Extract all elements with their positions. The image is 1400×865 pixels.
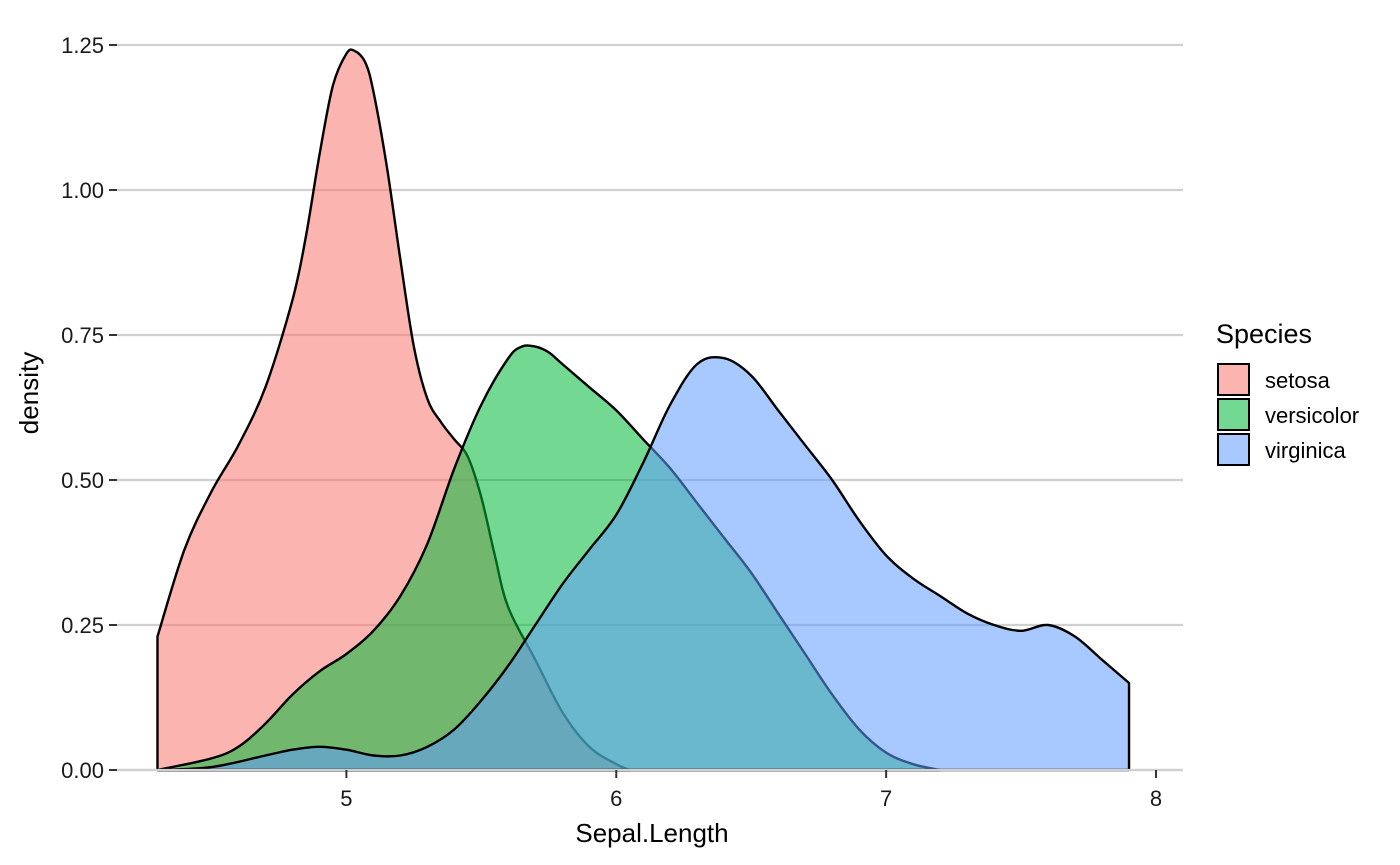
y-tick-label-3: 0.75: [61, 323, 104, 348]
legend-title: Species: [1216, 319, 1312, 349]
legend-label-setosa: setosa: [1265, 368, 1331, 393]
legend: Species setosa versicolor virginica: [1216, 319, 1359, 466]
x-tick-label-0: 5: [340, 786, 352, 811]
axes: 5 6 7 8 0.00 0.25 0.50 0.75 1.00 1.25: [61, 33, 1183, 811]
y-tick-label-0: 0.00: [61, 758, 104, 783]
x-axis-title: Sepal.Length: [575, 818, 728, 848]
y-tick-label-5: 1.25: [61, 33, 104, 58]
legend-label-versicolor: versicolor: [1265, 403, 1359, 428]
x-tick-label-1: 6: [610, 786, 622, 811]
legend-swatch-virginica: [1217, 433, 1250, 466]
y-tick-label-2: 0.50: [61, 468, 104, 493]
legend-label-virginica: virginica: [1265, 438, 1346, 463]
density-areas: [156, 48, 1131, 772]
density-area-virginica: [156, 355, 1131, 772]
y-tick-label-4: 1.00: [61, 178, 104, 203]
x-tick-label-3: 8: [1150, 786, 1162, 811]
y-axis-title: density: [14, 352, 44, 434]
legend-swatch-versicolor: [1217, 398, 1250, 431]
y-tick-label-1: 0.25: [61, 613, 104, 638]
x-tick-label-2: 7: [880, 786, 892, 811]
legend-swatch-setosa: [1217, 363, 1250, 396]
